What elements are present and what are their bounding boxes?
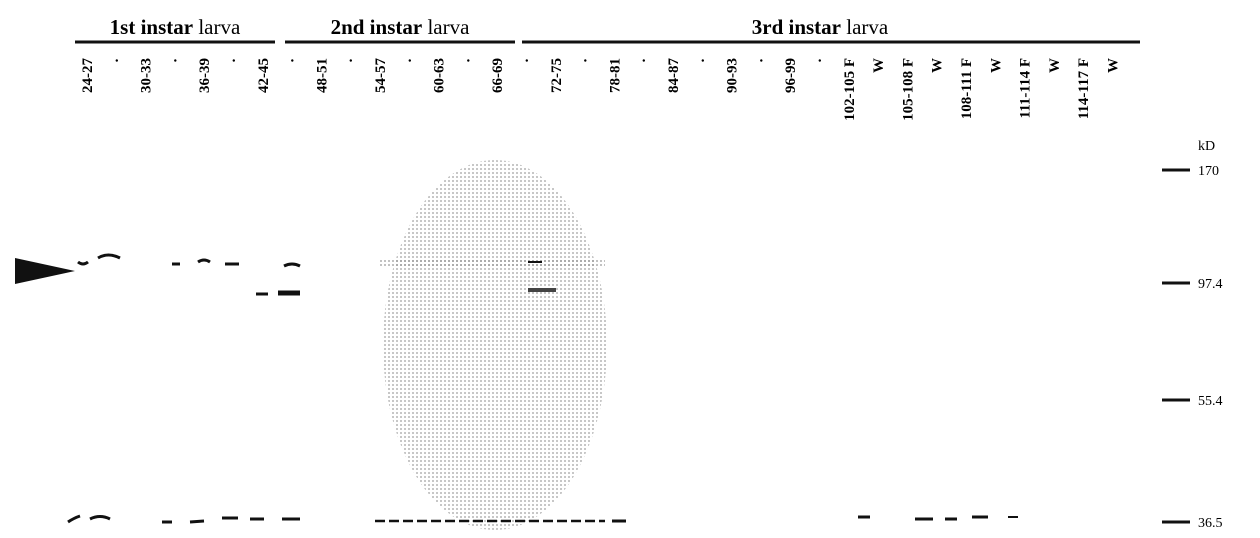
lane-label: W (871, 58, 887, 73)
lane-label: 72-75 (549, 58, 565, 93)
lane-label: · (402, 58, 418, 63)
lane-label: W (1047, 58, 1063, 73)
lane-label: · (227, 58, 243, 63)
group-header: 1st instar larva (110, 15, 241, 39)
lane-label: 96-99 (783, 58, 799, 93)
group-header-bold: 3rd instar (752, 15, 841, 39)
lane-label: · (813, 58, 829, 63)
group-header-normal: larva (198, 15, 241, 39)
group-header-normal: larva (846, 15, 889, 39)
marker-label: 55.4 (1198, 394, 1223, 409)
lane-label: 114-117 F (1076, 58, 1092, 119)
group-header-bold: 2nd instar (331, 15, 423, 39)
lane-label: · (168, 58, 184, 63)
group-header: 3rd instar larva (752, 15, 889, 39)
lane-label: W (988, 58, 1004, 73)
smear-band (380, 258, 605, 266)
lane-label: 60-63 (432, 58, 448, 93)
lane-label: · (695, 58, 711, 63)
lane-label: 48-51 (314, 58, 330, 93)
lane-label: · (754, 58, 770, 63)
lane-label: W (1106, 58, 1122, 73)
lane-label: · (461, 58, 477, 63)
lane-label: 90-93 (725, 58, 741, 93)
lane-label: 42-45 (256, 58, 272, 93)
lane-label: 66-69 (490, 58, 506, 93)
lane-label: 105-108 F (900, 58, 916, 121)
arrowhead (15, 258, 75, 284)
group-header-bold: 1st instar (110, 15, 193, 39)
marker-label: 36.5 (1198, 516, 1223, 531)
marker-label: 97.4 (1198, 277, 1223, 292)
group-header-normal: larva (427, 15, 470, 39)
marker-label: 170 (1198, 164, 1219, 179)
bands (67, 253, 1018, 524)
lane-label: · (285, 58, 301, 63)
lane-label: 111-114 F (1018, 58, 1034, 118)
lane-label: 102-105 F (842, 58, 858, 121)
lane-label: 24-27 (80, 58, 96, 93)
background-smear (383, 160, 607, 530)
lane-label: 84-87 (666, 58, 682, 93)
lane-label: 30-33 (139, 58, 155, 93)
lane-label: · (109, 58, 125, 63)
lane-label: · (637, 58, 653, 63)
lane-label: 108-111 F (959, 58, 975, 119)
lane-label: · (578, 58, 594, 63)
lane-label: 78-81 (607, 58, 623, 93)
lane-label: W (930, 58, 946, 73)
lane-label: · (344, 58, 360, 63)
lane-label: 36-39 (197, 58, 213, 93)
lane-label: · (520, 58, 536, 63)
marker-unit: kD (1198, 139, 1215, 154)
lane-label: 54-57 (373, 58, 389, 93)
group-header: 2nd instar larva (331, 15, 471, 39)
